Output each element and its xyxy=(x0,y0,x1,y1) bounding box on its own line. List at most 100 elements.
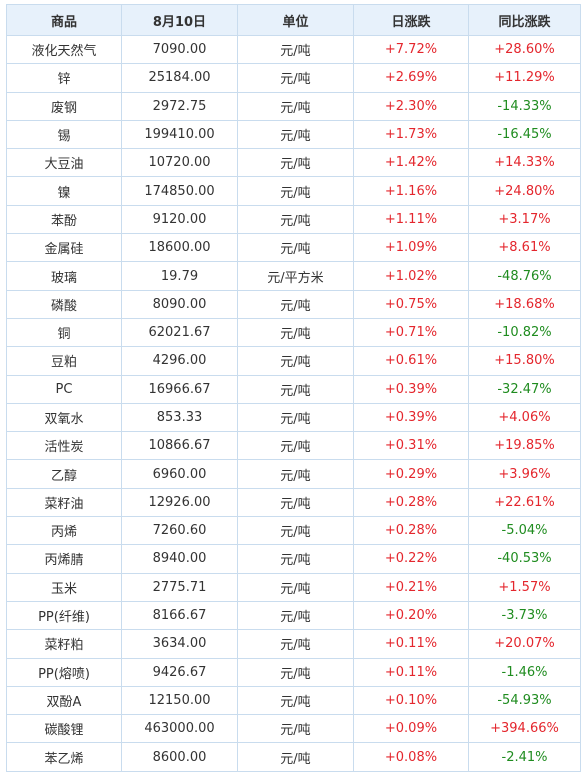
table-row: 铜 62021.67 元/吨 +0.71% -10.82% xyxy=(6,317,581,348)
header-price-date: 8月10日 xyxy=(121,4,238,36)
commodity-name-cell: 镍 xyxy=(6,176,122,206)
price-value-cell: 3634.00 xyxy=(121,629,238,659)
price-value-cell: 2972.75 xyxy=(121,91,238,121)
commodity-name-cell: 液化天然气 xyxy=(6,34,122,65)
price-value-cell: 18600.00 xyxy=(121,233,238,263)
table-row: 锡 199410.00 元/吨 +1.73% -16.45% xyxy=(6,119,581,150)
price-value-cell: 7260.60 xyxy=(121,516,238,546)
unit-cell: 元/吨 xyxy=(237,544,354,574)
commodity-name-cell: 双酚A xyxy=(6,685,122,716)
daily-change-cell: +0.11% xyxy=(353,657,469,687)
table-row: 液化天然气 7090.00 元/吨 +7.72% +28.60% xyxy=(6,34,581,65)
commodity-name-cell: 苯酚 xyxy=(6,204,122,235)
daily-change-cell: +0.75% xyxy=(353,289,469,319)
unit-cell: 元/吨 xyxy=(237,600,354,631)
yoy-change-cell: -32.47% xyxy=(468,374,581,404)
yoy-change-cell: -1.46% xyxy=(468,657,581,687)
price-value-cell: 174850.00 xyxy=(121,176,238,206)
commodity-name-cell: 锡 xyxy=(6,119,122,150)
commodity-name-cell: 丙烯腈 xyxy=(6,544,122,574)
daily-change-cell: +0.21% xyxy=(353,572,469,602)
daily-change-cell: +0.61% xyxy=(353,346,469,376)
daily-change-cell: +0.28% xyxy=(353,487,469,518)
daily-change-cell: +0.71% xyxy=(353,317,469,348)
unit-cell: 元/吨 xyxy=(237,685,354,716)
table-row: 豆粕 4296.00 元/吨 +0.61% +15.80% xyxy=(6,346,581,376)
unit-cell: 元/吨 xyxy=(237,374,354,404)
commodity-name-cell: 铜 xyxy=(6,317,122,348)
table-row: PC 16966.67 元/吨 +0.39% -32.47% xyxy=(6,374,581,404)
table-row: 废钢 2972.75 元/吨 +2.30% -14.33% xyxy=(6,91,581,121)
commodity-name-cell: 金属硅 xyxy=(6,233,122,263)
table-row: 苯酚 9120.00 元/吨 +1.11% +3.17% xyxy=(6,204,581,235)
daily-change-cell: +0.39% xyxy=(353,374,469,404)
unit-cell: 元/吨 xyxy=(237,346,354,376)
daily-change-cell: +0.10% xyxy=(353,685,469,716)
price-value-cell: 12150.00 xyxy=(121,685,238,716)
price-value-cell: 62021.67 xyxy=(121,317,238,348)
table-row: 大豆油 10720.00 元/吨 +1.42% +14.33% xyxy=(6,148,581,178)
unit-cell: 元/吨 xyxy=(237,204,354,235)
yoy-change-cell: +11.29% xyxy=(468,63,581,93)
unit-cell: 元/吨 xyxy=(237,233,354,263)
price-value-cell: 4296.00 xyxy=(121,346,238,376)
daily-change-cell: +7.72% xyxy=(353,34,469,65)
yoy-change-cell: +3.17% xyxy=(468,204,581,235)
yoy-change-cell: +19.85% xyxy=(468,431,581,461)
unit-cell: 元/吨 xyxy=(237,742,354,772)
yoy-change-cell: -16.45% xyxy=(468,119,581,150)
commodity-name-cell: PC xyxy=(6,374,122,404)
daily-change-cell: +1.09% xyxy=(353,233,469,263)
price-value-cell: 12926.00 xyxy=(121,487,238,518)
daily-change-cell: +1.11% xyxy=(353,204,469,235)
yoy-change-cell: -3.73% xyxy=(468,600,581,631)
unit-cell: 元/吨 xyxy=(237,657,354,687)
price-value-cell: 16966.67 xyxy=(121,374,238,404)
commodity-price-table: 商品 8月10日 单位 日涨跌 同比涨跌 液化天然气 7090.00 元/吨 +7.7… xyxy=(6,4,581,772)
yoy-change-cell: -48.76% xyxy=(468,261,581,291)
commodity-name-cell: 锌 xyxy=(6,63,122,93)
price-value-cell: 8166.67 xyxy=(121,600,238,631)
price-value-cell: 10720.00 xyxy=(121,148,238,178)
price-value-cell: 25184.00 xyxy=(121,63,238,93)
table-row: 菜籽粕 3634.00 元/吨 +0.11% +20.07% xyxy=(6,629,581,659)
commodity-name-cell: 豆粕 xyxy=(6,346,122,376)
yoy-change-cell: -14.33% xyxy=(468,91,581,121)
unit-cell: 元/吨 xyxy=(237,63,354,93)
commodity-name-cell: 丙烯 xyxy=(6,516,122,546)
commodity-name-cell: PP(熔喷) xyxy=(6,657,122,687)
unit-cell: 元/吨 xyxy=(237,714,354,744)
yoy-change-cell: +394.66% xyxy=(468,714,581,744)
yoy-change-cell: +18.68% xyxy=(468,289,581,319)
daily-change-cell: +1.42% xyxy=(353,148,469,178)
table-row: 双氧水 853.33 元/吨 +0.39% +4.06% xyxy=(6,402,581,433)
commodity-name-cell: PP(纤维) xyxy=(6,600,122,631)
price-value-cell: 199410.00 xyxy=(121,119,238,150)
table-row: 双酚A 12150.00 元/吨 +0.10% -54.93% xyxy=(6,685,581,716)
daily-change-cell: +0.09% xyxy=(353,714,469,744)
daily-change-cell: +2.30% xyxy=(353,91,469,121)
unit-cell: 元/吨 xyxy=(237,317,354,348)
commodity-name-cell: 乙醇 xyxy=(6,459,122,489)
unit-cell: 元/吨 xyxy=(237,34,354,65)
table-row: 菜籽油 12926.00 元/吨 +0.28% +22.61% xyxy=(6,487,581,518)
unit-cell: 元/吨 xyxy=(237,431,354,461)
unit-cell: 元/吨 xyxy=(237,459,354,489)
daily-change-cell: +0.39% xyxy=(353,402,469,433)
daily-change-cell: +0.28% xyxy=(353,516,469,546)
yoy-change-cell: +1.57% xyxy=(468,572,581,602)
unit-cell: 元/吨 xyxy=(237,176,354,206)
unit-cell: 元/吨 xyxy=(237,91,354,121)
yoy-change-cell: +24.80% xyxy=(468,176,581,206)
daily-change-cell: +0.08% xyxy=(353,742,469,772)
yoy-change-cell: +3.96% xyxy=(468,459,581,489)
daily-change-cell: +1.16% xyxy=(353,176,469,206)
unit-cell: 元/吨 xyxy=(237,148,354,178)
yoy-change-cell: +8.61% xyxy=(468,233,581,263)
table-row: 镍 174850.00 元/吨 +1.16% +24.80% xyxy=(6,176,581,206)
price-value-cell: 19.79 xyxy=(121,261,238,291)
commodity-name-cell: 玉米 xyxy=(6,572,122,602)
table-row: PP(熔喷) 9426.67 元/吨 +0.11% -1.46% xyxy=(6,657,581,687)
daily-change-cell: +0.11% xyxy=(353,629,469,659)
commodity-name-cell: 碳酸锂 xyxy=(6,714,122,744)
